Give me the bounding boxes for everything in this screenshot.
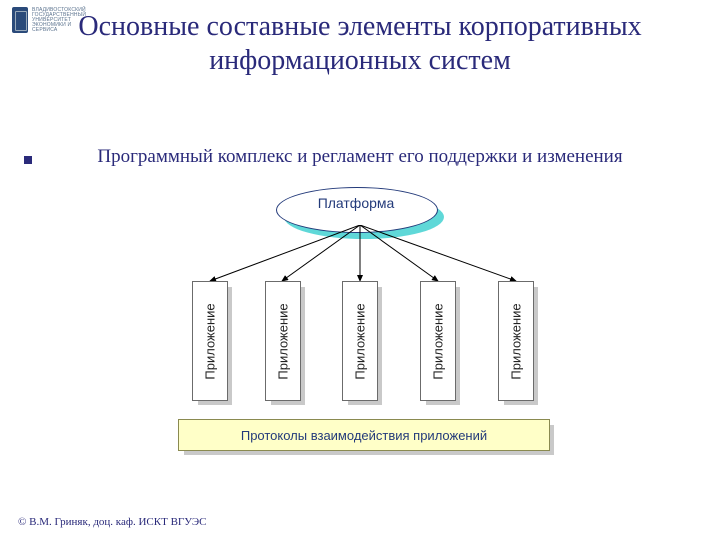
connector-line: [282, 225, 360, 281]
protocols-box: Протоколы взаимодействия приложений: [178, 419, 550, 451]
application-box: Приложение: [265, 281, 301, 401]
slide-footer: © В.М. Гриняк, доц. каф. ИСКТ ВГУЭС: [18, 516, 207, 528]
connector-line: [360, 225, 438, 281]
application-node: Приложение: [342, 281, 376, 399]
application-label: Приложение: [353, 303, 368, 379]
application-box: Приложение: [498, 281, 534, 401]
applications-row: Приложение Приложение Приложение Приложение…: [150, 281, 570, 409]
application-label: Приложение: [509, 303, 524, 379]
connector-lines: [150, 225, 570, 285]
application-label: Приложение: [431, 303, 446, 379]
architecture-diagram: Платформа ПриложениеПриложениеПриложение…: [150, 185, 570, 485]
protocols-label: Протоколы взаимодействия приложений: [241, 428, 487, 443]
application-box: Приложение: [342, 281, 378, 401]
application-box: Приложение: [420, 281, 456, 401]
application-node: Приложение: [265, 281, 299, 399]
connector-line: [360, 225, 516, 281]
slide-title: Основные составные элементы корпоративны…: [0, 10, 720, 78]
application-node: Приложение: [420, 281, 454, 399]
application-node: Приложение: [498, 281, 532, 399]
application-node: Приложение: [192, 281, 226, 399]
application-label: Приложение: [203, 303, 218, 379]
platform-label: Платформа: [276, 195, 436, 211]
protocols-node: Протоколы взаимодействия приложений: [178, 419, 548, 455]
slide-subtitle: Программный комплекс и регламент его под…: [0, 146, 720, 168]
application-box: Приложение: [192, 281, 228, 401]
connector-line: [210, 225, 360, 281]
application-label: Приложение: [276, 303, 291, 379]
